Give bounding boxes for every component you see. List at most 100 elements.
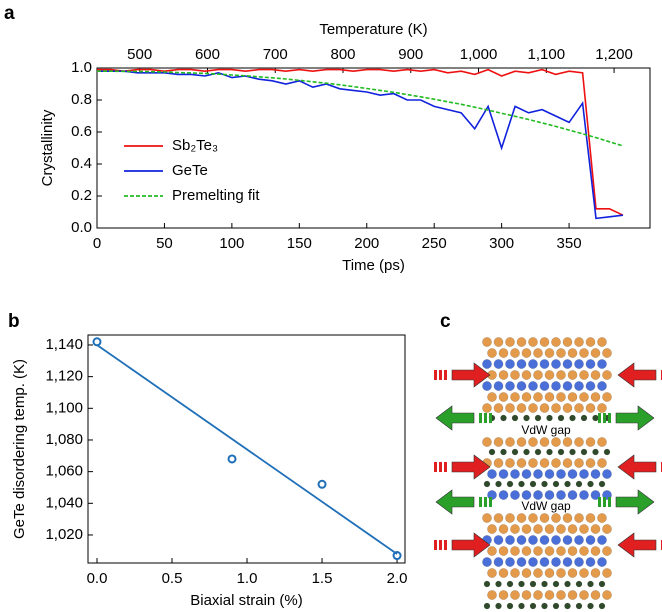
atom [528, 437, 538, 447]
x2-tick-label: 1,200 [595, 46, 633, 63]
x2-tick-label: 900 [398, 46, 423, 63]
y-tick-label: 1,020 [45, 526, 83, 543]
gap-label: VdW gap [521, 423, 571, 437]
atom [505, 557, 515, 567]
atom [562, 458, 573, 468]
atom [574, 458, 584, 468]
atom [562, 557, 573, 567]
atom [544, 490, 555, 500]
atom [528, 535, 538, 545]
atom [500, 448, 507, 456]
atom [534, 414, 542, 422]
atom [533, 490, 543, 500]
atom [574, 437, 584, 447]
atom [498, 568, 509, 578]
atom [528, 557, 538, 567]
x2-tick-label: 800 [330, 46, 355, 63]
atom [528, 359, 538, 369]
atom [533, 392, 543, 402]
atom [500, 414, 507, 422]
atom [498, 546, 509, 556]
atom [590, 546, 601, 556]
atom [544, 546, 555, 556]
atom [521, 490, 532, 500]
atom [539, 403, 550, 413]
atom [590, 490, 601, 500]
tension-arrow-tail [603, 413, 606, 423]
x-tick-label: 0.5 [162, 570, 183, 587]
x-tick-label: 350 [557, 235, 582, 252]
atom [556, 546, 566, 556]
atom [533, 546, 543, 556]
atom [569, 448, 576, 456]
atom [562, 535, 573, 545]
atom [498, 370, 509, 380]
atom [528, 381, 538, 391]
atom [516, 337, 527, 347]
atom [505, 458, 515, 468]
atom [602, 392, 612, 402]
atom [510, 490, 520, 500]
atom [587, 580, 594, 588]
x-tick-label: 1.5 [312, 570, 333, 587]
atom [546, 414, 553, 422]
atom [505, 359, 515, 369]
atom [482, 359, 492, 369]
atom [556, 469, 566, 479]
compress-arrow-tail [439, 370, 442, 380]
atom [516, 359, 527, 369]
y-tick-label: 1.0 [71, 59, 92, 76]
x-tick-label: 50 [156, 235, 173, 252]
atom [541, 602, 548, 610]
atom [590, 590, 601, 600]
atom [567, 524, 578, 534]
atom [539, 513, 550, 523]
atom [510, 469, 520, 479]
atom [510, 392, 520, 402]
y-tick-label: 0.8 [71, 91, 92, 108]
atom [498, 524, 509, 534]
atom [551, 437, 561, 447]
compress-arrow [617, 454, 657, 480]
atom [562, 403, 573, 413]
atom [585, 513, 596, 523]
y-tick-label: 1,140 [45, 336, 83, 353]
compress-arrow-tail [434, 540, 437, 550]
atom [528, 337, 538, 347]
atom [510, 568, 520, 578]
atom [567, 490, 578, 500]
atom [556, 348, 566, 358]
atom [521, 590, 532, 600]
atom [585, 403, 596, 413]
atom [551, 458, 561, 468]
atom [557, 448, 565, 456]
x-tick-label: 2.0 [387, 570, 408, 587]
atom [510, 590, 520, 600]
atom [505, 403, 515, 413]
atom [482, 403, 492, 413]
atom [575, 602, 583, 610]
atom [585, 437, 596, 447]
atom [482, 337, 492, 347]
atom [556, 590, 566, 600]
atom [556, 392, 566, 402]
atom [597, 513, 607, 523]
atom [597, 403, 607, 413]
atom [493, 458, 504, 468]
atom [574, 337, 584, 347]
atom [597, 359, 607, 369]
data-point [92, 337, 102, 347]
atom [551, 381, 561, 391]
tension-arrow [435, 489, 475, 515]
compress-arrow-tail [444, 540, 447, 550]
tension-arrow-tail [484, 413, 487, 423]
atom [546, 448, 553, 456]
atom [487, 392, 497, 402]
atom [521, 546, 532, 556]
y-tick-label: 0.0 [71, 219, 92, 236]
atom [597, 437, 607, 447]
atom [567, 590, 578, 600]
atom [505, 535, 515, 545]
atom [602, 370, 612, 380]
